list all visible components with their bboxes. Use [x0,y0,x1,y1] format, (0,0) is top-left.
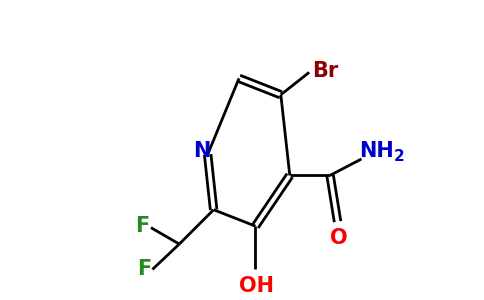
Text: OH: OH [240,276,274,296]
Text: F: F [137,260,151,279]
Text: N: N [194,142,211,161]
Text: NH: NH [360,142,394,161]
Text: F: F [136,216,150,236]
Text: Br: Br [313,61,339,81]
Text: O: O [330,228,348,248]
Text: 2: 2 [394,149,405,164]
